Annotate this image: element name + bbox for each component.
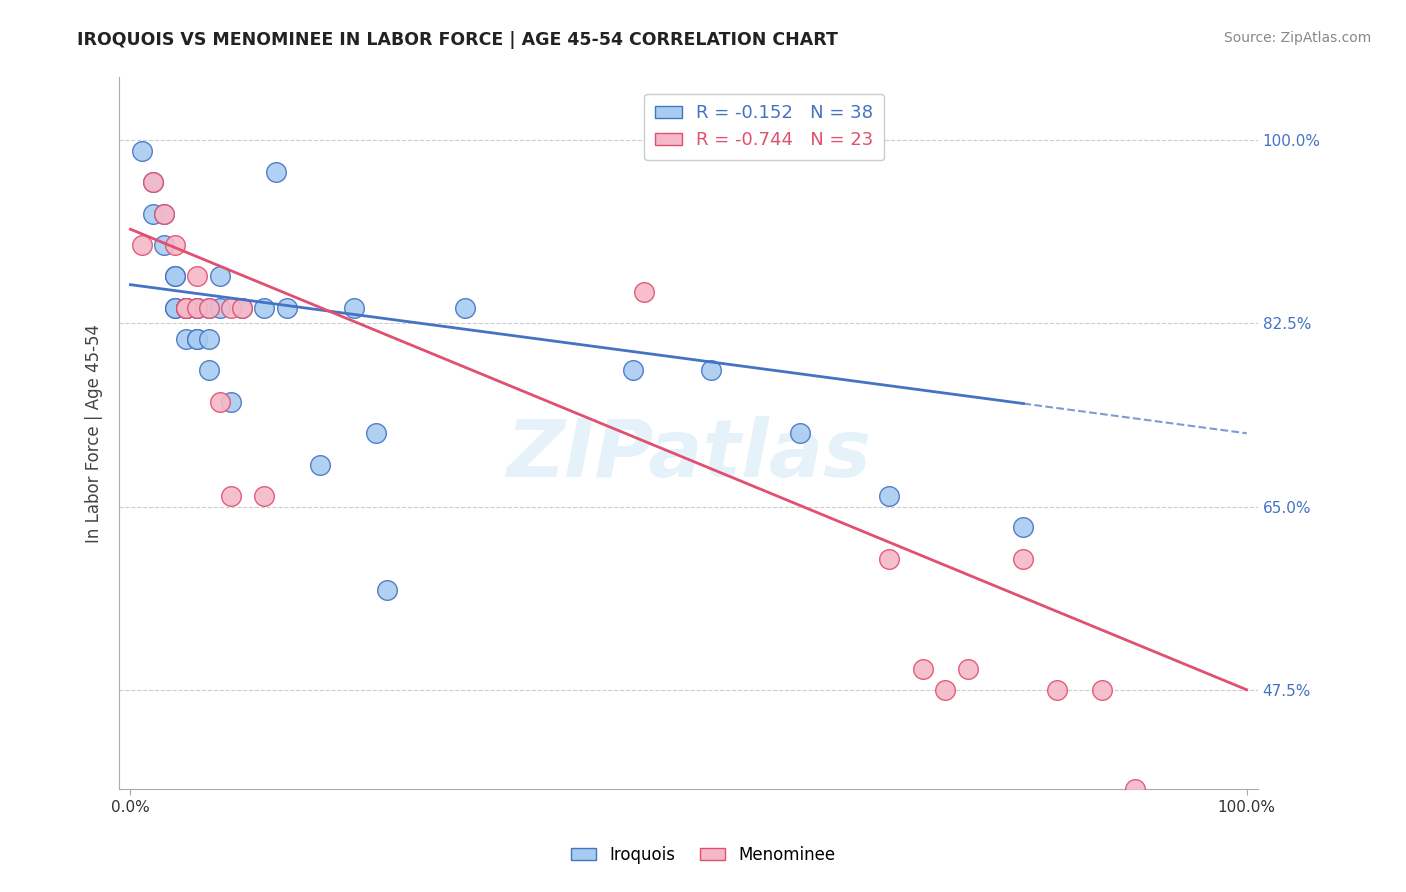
Point [343, 301, 366, 315]
Point [186, 301, 208, 315]
Point [186, 332, 208, 346]
Point [1012, 552, 1035, 566]
Point [1046, 682, 1069, 697]
Point [186, 269, 208, 284]
Point [208, 395, 231, 409]
Point [1090, 682, 1112, 697]
Point [231, 301, 253, 315]
Point [165, 269, 187, 284]
Point [789, 426, 811, 441]
Point [276, 301, 298, 315]
Point [364, 426, 387, 441]
Point [131, 144, 153, 158]
Point [621, 363, 644, 377]
Point [142, 175, 165, 189]
Point [142, 175, 165, 189]
Point [197, 301, 219, 315]
Text: ZIPatlas: ZIPatlas [506, 416, 872, 493]
Legend: Iroquois, Menominee: Iroquois, Menominee [564, 839, 842, 871]
Point [131, 238, 153, 252]
Point [375, 583, 398, 598]
Text: Source: ZipAtlas.com: Source: ZipAtlas.com [1223, 31, 1371, 45]
Point [174, 332, 197, 346]
Point [879, 552, 901, 566]
Point [454, 301, 477, 315]
Point [253, 301, 276, 315]
Point [1012, 520, 1035, 534]
Point [165, 301, 187, 315]
Point [186, 332, 208, 346]
Point [208, 269, 231, 284]
Y-axis label: In Labor Force | Age 45-54: In Labor Force | Age 45-54 [86, 324, 103, 543]
Point [174, 301, 197, 315]
Point [153, 206, 176, 220]
Point [956, 662, 979, 676]
Point [165, 269, 187, 284]
Point [879, 489, 901, 503]
Legend: R = -0.152   N = 38, R = -0.744   N = 23: R = -0.152 N = 38, R = -0.744 N = 23 [644, 94, 884, 161]
Point [153, 238, 176, 252]
Point [186, 301, 208, 315]
Point [208, 301, 231, 315]
Point [309, 458, 332, 472]
Point [934, 682, 956, 697]
Point [174, 301, 197, 315]
Point [174, 301, 197, 315]
Point [197, 301, 219, 315]
Point [174, 301, 197, 315]
Text: IROQUOIS VS MENOMINEE IN LABOR FORCE | AGE 45-54 CORRELATION CHART: IROQUOIS VS MENOMINEE IN LABOR FORCE | A… [77, 31, 838, 49]
Point [197, 332, 219, 346]
Point [197, 363, 219, 377]
Point [264, 164, 287, 178]
Point [153, 206, 176, 220]
Point [174, 301, 197, 315]
Point [219, 301, 242, 315]
Point [219, 395, 242, 409]
Point [231, 301, 253, 315]
Point [219, 489, 242, 503]
Point [911, 662, 934, 676]
Point [165, 238, 187, 252]
Point [633, 285, 655, 299]
Point [253, 489, 276, 503]
Point [142, 206, 165, 220]
Point [165, 301, 187, 315]
Point [1123, 782, 1146, 797]
Point [700, 363, 723, 377]
Point [186, 301, 208, 315]
Point [174, 301, 197, 315]
